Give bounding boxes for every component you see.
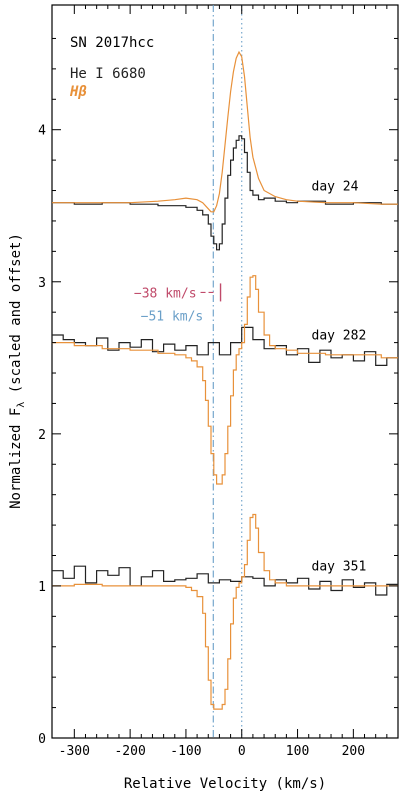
y-tick-label: 3 (38, 276, 46, 291)
series-he-i-6680-day-282 (52, 326, 399, 366)
series-h-day-351 (52, 513, 398, 710)
x-tick-label: 0 (238, 744, 246, 759)
y-axis-label-subscript: λ (16, 402, 27, 408)
legend-hbeta-label: Hβ (69, 84, 87, 100)
plot-frame (51, 4, 399, 739)
x-tick-label: -300 (59, 744, 90, 759)
series-he-i-6680-day-24 (52, 135, 398, 251)
velocity-annotation-label: −38 km/s (134, 286, 197, 301)
legend-title: SN 2017hcc (70, 35, 154, 51)
x-tick-label: 200 (342, 744, 365, 759)
series-h-day-24 (52, 50, 398, 213)
y-tick-label: 4 (38, 124, 46, 139)
series-h-day-282 (52, 275, 398, 485)
series-he-i-6680-day-351 (52, 565, 399, 596)
epoch-label-day-351: day 351 (312, 560, 367, 575)
y-tick-label: 2 (38, 428, 46, 443)
y-tick-label: 0 (38, 732, 46, 747)
epoch-label-day-24: day 24 (312, 180, 359, 195)
reference-velocity-label: −51 km/s (141, 309, 204, 324)
legend-he-i-label: He I 6680 (70, 66, 146, 82)
x-tick-label: -200 (114, 744, 145, 759)
y-tick-label: 1 (38, 580, 46, 595)
text-labels: day 24 day 282 day 351 −38 km/s −51 km/s (134, 180, 366, 575)
x-tick-label: 100 (286, 744, 309, 759)
epoch-label-day-282: day 282 (312, 329, 367, 344)
series-group (52, 50, 399, 710)
x-tick-label: -100 (170, 744, 201, 759)
y-axis-label: Normalized Fλ (scaled and offset) (8, 233, 27, 509)
axis-ticks: -300 -200 -100 0 100 200 0 1 2 3 4 (38, 5, 399, 759)
y-axis-label-suffix: (scaled and offset) (8, 233, 24, 402)
reference-lines (212, 5, 243, 738)
x-axis-label: Relative Velocity (km/s) (124, 776, 326, 792)
